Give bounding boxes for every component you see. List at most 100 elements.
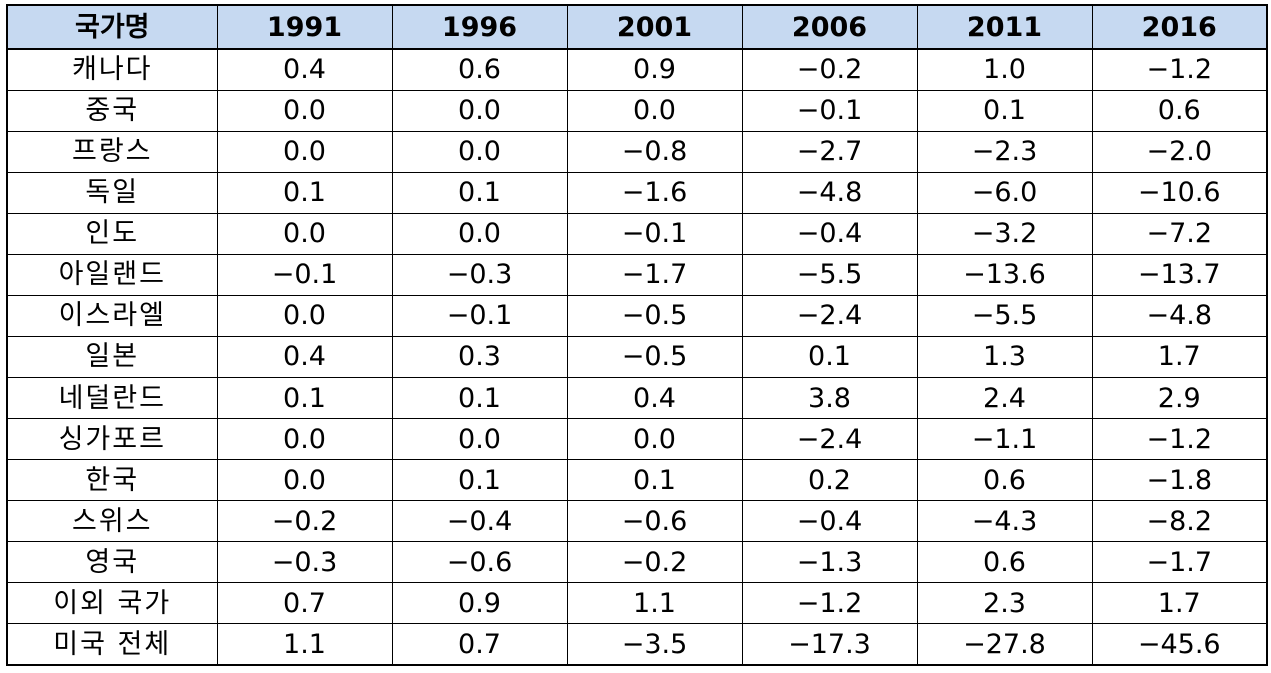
value-cell: −13.6	[916, 253, 1093, 296]
table-row: 프랑스 0.0 0.0 −0.8 −2.7 −2.3 −2.0	[6, 130, 1268, 173]
value-cell: −0.4	[741, 212, 918, 255]
table-row: 캐나다 0.4 0.6 0.9 −0.2 1.0 −1.2	[6, 48, 1268, 91]
value-cell: 0.0	[566, 418, 743, 461]
value-cell: −4.8	[741, 171, 918, 214]
value-cell: 0.3	[391, 335, 568, 379]
value-cell: 0.1	[566, 459, 743, 502]
value-cell: −0.3	[216, 541, 393, 584]
value-cell: −0.5	[566, 335, 743, 379]
value-cell: −1.3	[741, 541, 918, 584]
value-cell: 0.9	[566, 48, 743, 91]
value-cell: 1.1	[566, 582, 743, 625]
country-name-cell: 이스라엘	[6, 294, 218, 337]
value-cell: 0.9	[391, 582, 568, 625]
value-cell: −13.7	[1091, 253, 1268, 296]
value-cell: 0.6	[916, 459, 1093, 502]
country-name-cell: 미국 전체	[6, 623, 218, 666]
country-name-cell: 일본	[6, 335, 218, 379]
value-cell: −0.6	[391, 541, 568, 584]
table-row: 이외 국가 0.7 0.9 1.1 −1.2 2.3 1.7	[6, 582, 1268, 625]
value-cell: −17.3	[741, 623, 918, 666]
column-header-year: 1996	[391, 4, 568, 50]
value-cell: 0.0	[391, 418, 568, 461]
table-row: 독일 0.1 0.1 −1.6 −4.8 −6.0 −10.6	[6, 171, 1268, 214]
value-cell: 0.0	[391, 89, 568, 132]
column-header-year: 2011	[916, 4, 1093, 50]
value-cell: 2.3	[916, 582, 1093, 625]
value-cell: 0.1	[216, 376, 393, 420]
country-name-cell: 캐나다	[6, 48, 218, 91]
column-header-year: 2001	[566, 4, 743, 50]
value-cell: −0.4	[741, 500, 918, 543]
value-cell: 0.1	[916, 89, 1093, 132]
value-cell: −1.2	[741, 582, 918, 625]
country-name-cell: 아일랜드	[6, 253, 218, 296]
table-row: 싱가포르 0.0 0.0 0.0 −2.4 −1.1 −1.2	[6, 418, 1268, 461]
value-cell: 0.2	[741, 459, 918, 502]
value-cell: 0.0	[391, 130, 568, 173]
value-cell: 0.0	[216, 294, 393, 337]
country-name-cell: 이외 국가	[6, 582, 218, 625]
column-header-year: 2016	[1091, 4, 1268, 50]
value-cell: −45.6	[1091, 623, 1268, 666]
table-body: 캐나다 0.4 0.6 0.9 −0.2 1.0 −1.2 중국 0.0 0.0 0.0 −0.1 0.…	[6, 48, 1268, 666]
value-cell: 1.0	[916, 48, 1093, 91]
value-cell: −2.3	[916, 130, 1093, 173]
value-cell: 0.0	[216, 130, 393, 173]
value-cell: −1.1	[916, 418, 1093, 461]
value-cell: 0.7	[216, 582, 393, 625]
value-cell: −1.7	[566, 253, 743, 296]
table-container: 국가명 1991 1996 2001 2006 2011 2016 캐나다 0.4 0.6 0.9…	[6, 4, 1268, 666]
value-cell: −0.2	[741, 48, 918, 91]
value-cell: −3.2	[916, 212, 1093, 255]
value-cell: 0.0	[391, 212, 568, 255]
table-row: 이스라엘 0.0 −0.1 −0.5 −2.4 −5.5 −4.8	[6, 294, 1268, 337]
value-cell: 0.0	[216, 212, 393, 255]
value-cell: −0.1	[391, 294, 568, 337]
table-row: 일본 0.4 0.3 −0.5 0.1 1.3 1.7	[6, 335, 1268, 379]
table-row: 스위스 −0.2 −0.4 −0.6 −0.4 −4.3 −8.2	[6, 500, 1268, 543]
value-cell: 2.4	[916, 376, 1093, 420]
value-cell: 0.6	[1091, 89, 1268, 132]
country-name-cell: 프랑스	[6, 130, 218, 173]
value-cell: −8.2	[1091, 500, 1268, 543]
value-cell: 0.4	[566, 376, 743, 420]
value-cell: 0.0	[216, 418, 393, 461]
value-cell: −4.8	[1091, 294, 1268, 337]
value-cell: −1.6	[566, 171, 743, 214]
value-cell: 0.4	[216, 48, 393, 91]
value-cell: −2.0	[1091, 130, 1268, 173]
value-cell: 0.1	[216, 171, 393, 214]
value-cell: 1.3	[916, 335, 1093, 379]
column-header-year: 1991	[216, 4, 393, 50]
column-header-year: 2006	[741, 4, 918, 50]
value-cell: −0.3	[391, 253, 568, 296]
header-row: 국가명 1991 1996 2001 2006 2011 2016	[6, 4, 1268, 50]
country-name-cell: 영국	[6, 541, 218, 584]
value-cell: −0.1	[216, 253, 393, 296]
value-cell: 0.0	[216, 89, 393, 132]
value-cell: −5.5	[916, 294, 1093, 337]
value-cell: 1.7	[1091, 582, 1268, 625]
value-cell: −7.2	[1091, 212, 1268, 255]
value-cell: 0.1	[741, 335, 918, 379]
country-name-cell: 싱가포르	[6, 418, 218, 461]
country-name-cell: 독일	[6, 171, 218, 214]
country-name-cell: 인도	[6, 212, 218, 255]
table-row: 네덜란드 0.1 0.1 0.4 3.8 2.4 2.9	[6, 376, 1268, 420]
value-cell: −27.8	[916, 623, 1093, 666]
value-cell: −1.2	[1091, 48, 1268, 91]
table-row: 아일랜드 −0.1 −0.3 −1.7 −5.5 −13.6 −13.7	[6, 253, 1268, 296]
table-row: 인도 0.0 0.0 −0.1 −0.4 −3.2 −7.2	[6, 212, 1268, 255]
value-cell: −2.4	[741, 418, 918, 461]
value-cell: −1.8	[1091, 459, 1268, 502]
value-cell: 0.6	[391, 48, 568, 91]
table-row: 중국 0.0 0.0 0.0 −0.1 0.1 0.6	[6, 89, 1268, 132]
value-cell: −2.7	[741, 130, 918, 173]
value-cell: −1.7	[1091, 541, 1268, 584]
value-cell: 0.1	[391, 459, 568, 502]
country-name-cell: 한국	[6, 459, 218, 502]
table-header: 국가명 1991 1996 2001 2006 2011 2016	[6, 4, 1268, 50]
value-cell: −6.0	[916, 171, 1093, 214]
value-cell: −4.3	[916, 500, 1093, 543]
